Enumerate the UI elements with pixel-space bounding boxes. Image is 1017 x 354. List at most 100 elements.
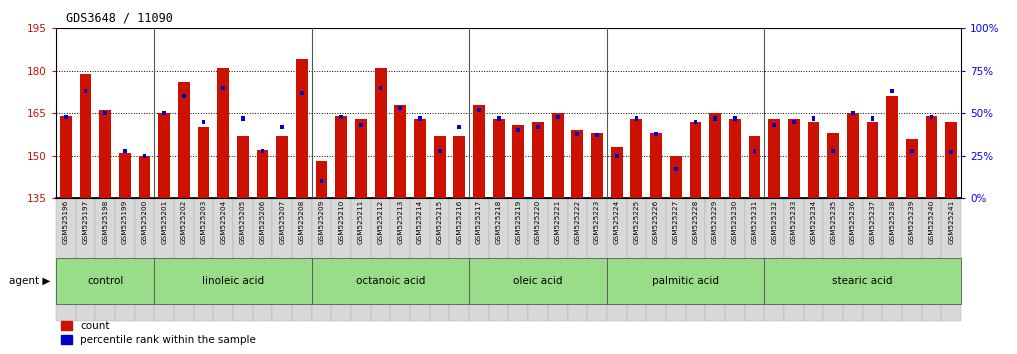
Bar: [218, 68, 229, 198]
Bar: [772, 123, 776, 127]
Bar: [477, 108, 481, 112]
Bar: [355, 119, 367, 198]
Bar: [733, 116, 736, 120]
Bar: [626, 198, 646, 321]
Bar: [595, 133, 599, 137]
Bar: [607, 258, 765, 304]
Bar: [296, 59, 308, 198]
Bar: [315, 161, 327, 198]
Text: GDS3648 / 11090: GDS3648 / 11090: [66, 12, 173, 25]
Bar: [79, 74, 92, 198]
Text: oleic acid: oleic acid: [514, 276, 562, 286]
Bar: [866, 122, 879, 198]
Bar: [174, 198, 193, 321]
Bar: [395, 105, 406, 198]
Bar: [182, 94, 186, 98]
Bar: [765, 258, 961, 304]
Bar: [827, 133, 839, 198]
Bar: [115, 198, 134, 321]
Bar: [138, 156, 151, 198]
Bar: [489, 198, 508, 321]
Bar: [292, 198, 312, 321]
Bar: [414, 119, 426, 198]
Bar: [572, 130, 584, 198]
Bar: [906, 139, 917, 198]
Bar: [340, 115, 343, 119]
Bar: [517, 128, 521, 132]
Bar: [469, 258, 607, 304]
Bar: [729, 119, 740, 198]
Bar: [104, 111, 107, 115]
Bar: [134, 198, 155, 321]
Bar: [883, 198, 902, 321]
Bar: [300, 91, 304, 95]
Legend: count, percentile rank within the sample: count, percentile rank within the sample: [61, 321, 255, 345]
Bar: [469, 198, 489, 321]
Bar: [159, 113, 170, 198]
Bar: [528, 198, 548, 321]
Bar: [155, 258, 312, 304]
Bar: [336, 116, 347, 198]
Bar: [807, 122, 820, 198]
Bar: [646, 198, 666, 321]
Bar: [824, 198, 843, 321]
Bar: [921, 198, 942, 321]
Bar: [851, 111, 854, 115]
Bar: [233, 198, 252, 321]
Bar: [902, 198, 921, 321]
Bar: [784, 198, 803, 321]
Bar: [567, 198, 587, 321]
Bar: [241, 116, 245, 120]
Text: linoleic acid: linoleic acid: [202, 276, 264, 286]
Bar: [709, 113, 721, 198]
Bar: [930, 115, 934, 119]
Bar: [96, 198, 115, 321]
Bar: [222, 86, 225, 90]
Bar: [64, 115, 68, 119]
Bar: [410, 198, 430, 321]
Bar: [694, 120, 698, 124]
Bar: [201, 120, 205, 124]
Bar: [831, 149, 835, 153]
Bar: [119, 153, 131, 198]
Bar: [607, 198, 626, 321]
Bar: [942, 198, 961, 321]
Bar: [252, 198, 273, 321]
Text: agent ▶: agent ▶: [9, 276, 51, 286]
Bar: [450, 198, 469, 321]
Bar: [949, 150, 953, 154]
Bar: [685, 198, 705, 321]
Bar: [725, 198, 744, 321]
Bar: [312, 198, 332, 321]
Text: octanoic acid: octanoic acid: [356, 276, 425, 286]
Bar: [163, 111, 166, 115]
Bar: [871, 116, 875, 120]
Text: palmitic acid: palmitic acid: [652, 276, 719, 286]
Bar: [237, 136, 249, 198]
Bar: [670, 156, 681, 198]
Bar: [391, 198, 410, 321]
Bar: [650, 133, 662, 198]
Bar: [556, 115, 559, 119]
Bar: [753, 149, 757, 153]
Bar: [277, 136, 288, 198]
Bar: [552, 113, 563, 198]
Bar: [674, 167, 677, 171]
Bar: [925, 116, 938, 198]
Bar: [788, 119, 799, 198]
Bar: [591, 133, 603, 198]
Bar: [812, 116, 816, 120]
Bar: [843, 198, 862, 321]
Bar: [378, 86, 382, 90]
Text: stearic acid: stearic acid: [833, 276, 893, 286]
Bar: [473, 105, 485, 198]
Bar: [532, 122, 544, 198]
Bar: [458, 125, 461, 129]
Bar: [56, 198, 75, 321]
Bar: [260, 149, 264, 153]
Bar: [705, 198, 725, 321]
Bar: [351, 198, 371, 321]
Bar: [744, 198, 765, 321]
Bar: [155, 198, 174, 321]
Bar: [792, 120, 795, 124]
